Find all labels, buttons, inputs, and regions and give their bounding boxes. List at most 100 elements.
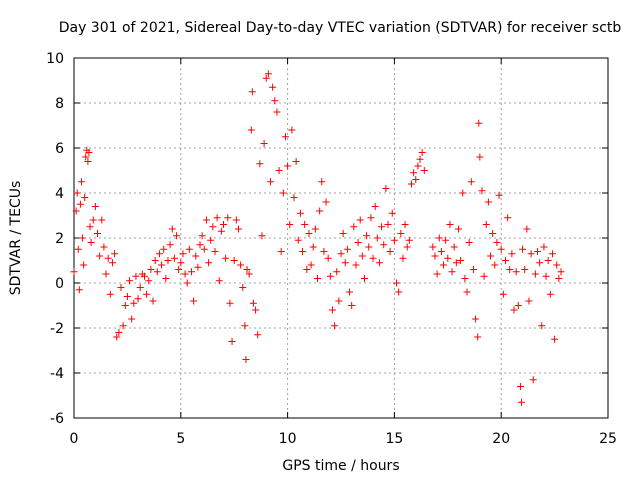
data-point (85, 149, 93, 156)
data-point (273, 108, 281, 116)
data-point (378, 223, 386, 231)
data-point (213, 214, 221, 222)
data-point (487, 252, 495, 260)
data-point (506, 266, 514, 273)
data-point (450, 243, 458, 251)
data-point (414, 162, 422, 170)
data-point (200, 245, 208, 253)
data-point (363, 232, 371, 240)
data-point (328, 306, 336, 314)
data-point (482, 221, 490, 228)
data-point (228, 338, 236, 345)
data-point (72, 207, 80, 215)
data-point (435, 234, 443, 242)
y-tick-label: 8 (55, 96, 64, 112)
data-point (360, 275, 368, 282)
data-point (320, 248, 328, 255)
data-point (166, 241, 174, 249)
data-point (173, 232, 181, 240)
data-point (356, 216, 364, 224)
data-point (475, 119, 483, 127)
data-point (140, 272, 148, 280)
data-point (209, 223, 217, 231)
data-point (192, 252, 200, 260)
data-point (527, 250, 535, 258)
data-point (151, 257, 159, 264)
data-point (512, 268, 520, 276)
data-point (241, 322, 249, 330)
data-point (517, 398, 525, 406)
data-point (175, 266, 183, 273)
data-point (134, 295, 142, 303)
data-point (454, 225, 462, 233)
data-point (234, 225, 242, 233)
y-axis: -6 -4 -2 0 2 4 6 8 10 (46, 51, 608, 427)
data-point (217, 227, 225, 235)
y-tick-label: 6 (55, 141, 64, 157)
data-point (324, 254, 332, 262)
x-tick-label: 20 (492, 431, 510, 447)
data-point (497, 245, 505, 253)
data-point (98, 216, 106, 224)
y-axis-label: SDTVAR / TECUs (8, 181, 24, 296)
data-point (136, 284, 144, 291)
data-point (474, 333, 482, 341)
data-point (301, 221, 309, 228)
data-point (472, 315, 480, 323)
y-tick-label: -4 (50, 366, 64, 382)
data-point (299, 248, 307, 255)
data-point (260, 140, 268, 147)
data-point (145, 277, 153, 285)
data-point (252, 306, 260, 314)
data-point (76, 200, 84, 208)
data-point (516, 383, 524, 390)
y-tick-label: 0 (55, 276, 64, 292)
data-point (115, 329, 123, 336)
x-tick-label: 5 (176, 431, 185, 447)
data-point (459, 189, 467, 197)
data-point (102, 270, 110, 278)
data-series-sdtvar (70, 70, 565, 406)
data-point (143, 290, 151, 298)
data-point (433, 270, 441, 278)
data-point (499, 290, 507, 298)
data-point (343, 245, 351, 253)
data-point (170, 254, 178, 262)
data-point (365, 243, 373, 251)
data-point (269, 83, 277, 91)
data-point (91, 203, 99, 210)
data-point (375, 259, 383, 267)
data-point (369, 254, 377, 262)
data-point (96, 252, 104, 260)
data-point (420, 167, 428, 174)
data-point (403, 243, 411, 251)
data-point (318, 178, 326, 186)
data-point (493, 239, 501, 246)
data-point (307, 261, 315, 269)
data-point (390, 236, 398, 244)
data-point (254, 331, 262, 339)
data-point (215, 277, 223, 285)
data-point (262, 74, 270, 82)
data-point (429, 243, 437, 251)
data-point (335, 297, 343, 305)
data-point (82, 153, 90, 161)
data-point (542, 272, 550, 280)
data-point (187, 268, 195, 276)
data-point (232, 216, 240, 224)
data-point (190, 297, 198, 305)
data-point (412, 176, 420, 183)
y-tick-label: 10 (46, 51, 64, 67)
data-point (388, 209, 396, 217)
data-point (467, 178, 475, 186)
data-point (382, 185, 390, 192)
data-point (437, 248, 445, 255)
data-point (230, 257, 238, 264)
data-point (194, 263, 202, 271)
x-axis-label: GPS time / hours (282, 458, 399, 474)
x-tick-label: 10 (279, 431, 297, 447)
data-point (465, 239, 473, 246)
data-point (119, 322, 127, 330)
